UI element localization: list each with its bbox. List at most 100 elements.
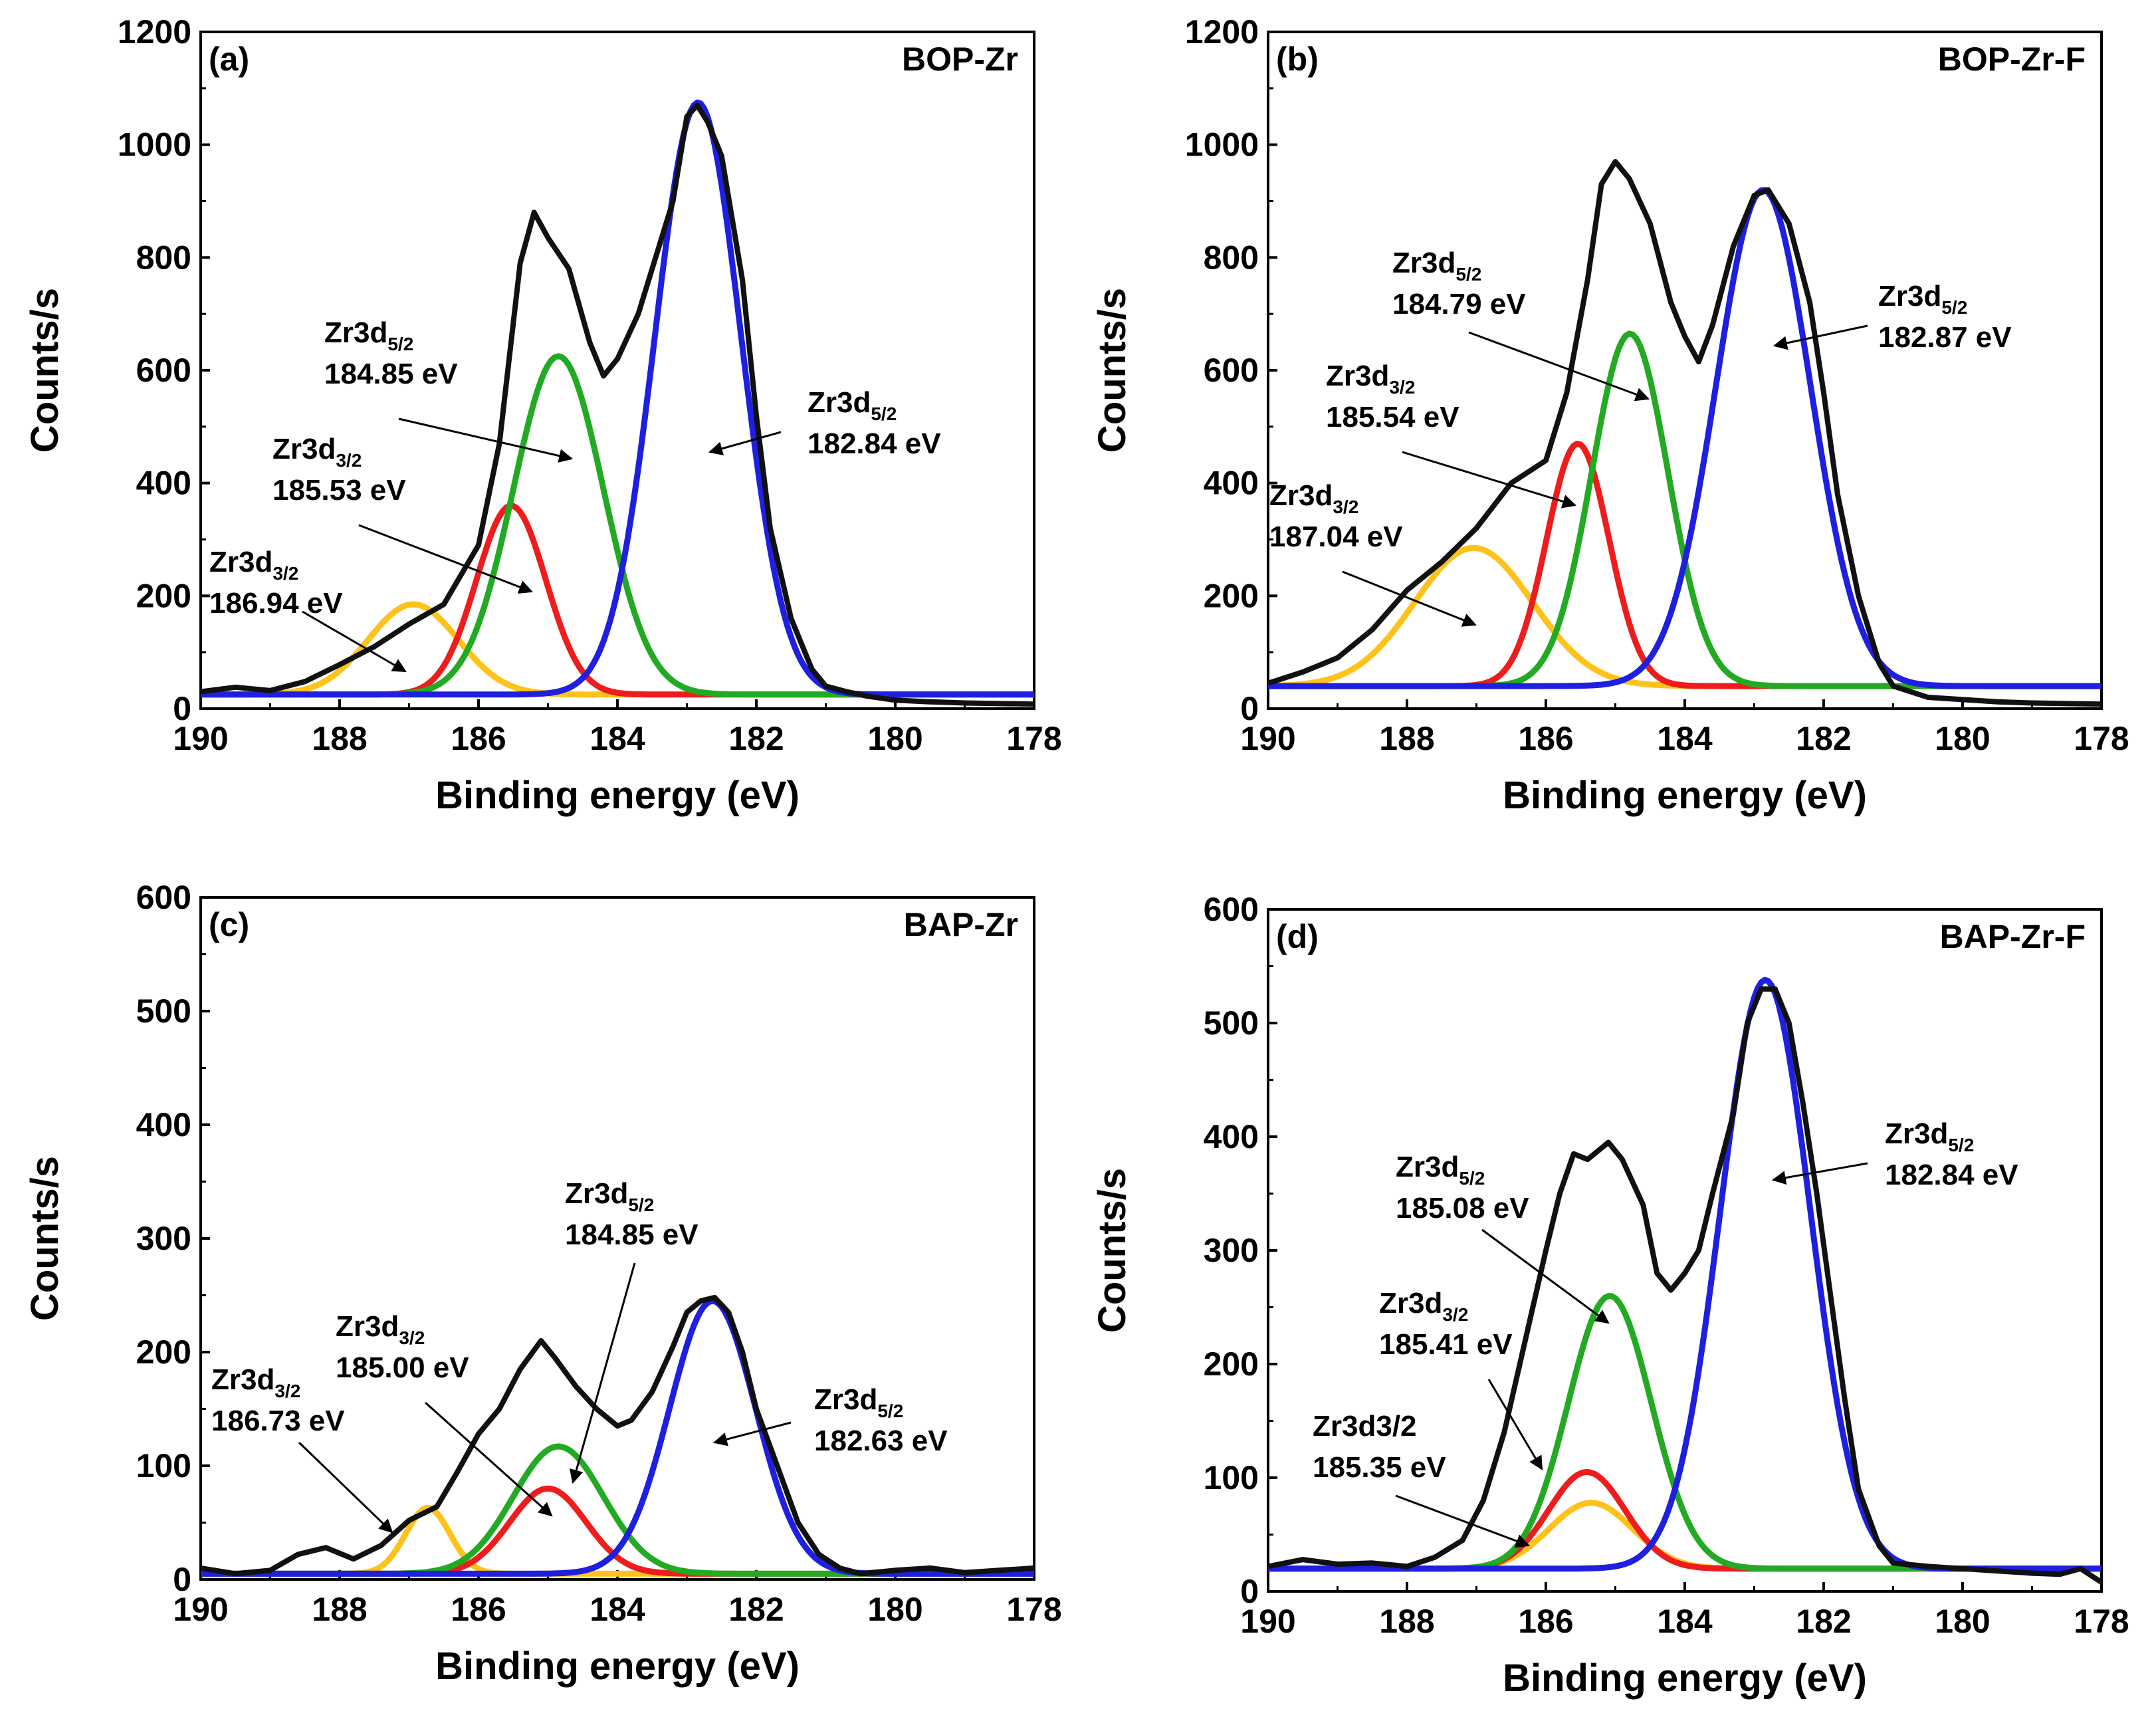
x-tick-label: 190 <box>1240 1603 1295 1640</box>
measured-spectrum-line <box>201 1294 1034 1577</box>
y-tick-label: 300 <box>136 1220 191 1257</box>
y-tick-label: 1000 <box>118 126 191 164</box>
annotation-arrow <box>358 524 533 594</box>
plot-frame <box>1267 908 2103 1593</box>
y-axis-title: Counts/s <box>23 1156 66 1321</box>
annotation-label: Zr3d5/2 <box>1885 1117 1974 1155</box>
x-tick-label: 190 <box>173 720 228 757</box>
y-axis-title: Counts/s <box>1091 1168 1134 1333</box>
x-tick-label: 184 <box>1657 1603 1713 1640</box>
y-tick-label: 500 <box>136 992 191 1030</box>
annotation-energy: 185.35 eV <box>1313 1451 1446 1484</box>
annotation-arrow <box>298 1441 393 1534</box>
x-tick-label: 184 <box>590 720 645 757</box>
x-tick-label: 186 <box>1518 1603 1573 1640</box>
x-tick-label: 188 <box>1379 1603 1434 1640</box>
annotation-arrow <box>1402 451 1577 509</box>
x-tick-label: 184 <box>590 1591 645 1628</box>
x-axis-title: Binding energy (eV) <box>435 774 800 817</box>
y-axis-title: Counts/s <box>23 288 66 453</box>
y-axis-title: Counts/s <box>1091 288 1134 453</box>
x-tick-label: 186 <box>1518 720 1573 757</box>
sample-label: BOP-Zr-F <box>1938 41 2086 78</box>
fit-component-curve <box>201 1298 1034 1577</box>
y-tick-label: 500 <box>1204 1004 1259 1042</box>
x-axis-title: Binding energy (eV) <box>1503 1657 1867 1700</box>
annotation-arrow <box>1771 1162 1868 1185</box>
y-tick-label: 0 <box>1240 690 1259 727</box>
annotation-arrow <box>1481 1228 1610 1324</box>
measured-spectrum-line <box>201 102 1034 707</box>
x-tick-label: 180 <box>867 1591 922 1628</box>
y-tick-label: 400 <box>136 465 191 502</box>
x-tick-label: 190 <box>173 1591 228 1628</box>
fit-component-curve <box>201 353 1034 698</box>
annotation-energy: 184.85 eV <box>565 1218 699 1251</box>
annotation-arrow <box>1342 570 1477 627</box>
x-tick-label: 182 <box>1796 1603 1851 1640</box>
x-tick-label: 190 <box>1240 720 1295 757</box>
annotation-label: Zr3d5/2 <box>808 386 897 424</box>
annotation-label: Zr3d5/2 <box>814 1383 903 1421</box>
annotation-label: Zr3d3/2 <box>209 546 298 584</box>
annotation-energy: 182.84 eV <box>808 427 941 460</box>
panel-d: 190 188 186 184 182 180 178 0 100 200 300 400 500 600… <box>1091 891 2129 1700</box>
annotation-label: Zr3d3/2 <box>336 1310 425 1348</box>
x-axis-title: Binding energy (eV) <box>435 1645 800 1688</box>
annotation-label: Zr3d5/2 <box>565 1177 654 1215</box>
y-tick-label: 800 <box>1204 239 1259 276</box>
y-tick-label: 400 <box>136 1106 191 1143</box>
measured-spectrum-line <box>1268 159 2102 707</box>
annotation-label: Zr3d3/2 <box>1379 1287 1468 1325</box>
panel-letter: (a) <box>209 41 249 78</box>
x-axis-title: Binding energy (eV) <box>1503 774 1867 817</box>
x-tick-label: 188 <box>1379 720 1434 757</box>
annotation-energy: 185.00 eV <box>336 1351 469 1384</box>
x-tick-label: 182 <box>728 1591 784 1628</box>
annotation-label: Zr3d3/2 <box>1269 479 1358 517</box>
panel-a: 190 188 186 184 182 180 178 0 200 400 600 800 1000 12… <box>23 13 1062 817</box>
y-tick-label: 100 <box>1204 1459 1259 1496</box>
y-tick-label: 600 <box>1204 352 1259 389</box>
x-tick-label: 180 <box>1935 1603 1990 1640</box>
x-tick-label: 178 <box>1006 1591 1061 1628</box>
annotation-arrow <box>712 1421 792 1446</box>
annotation-energy: 185.08 eV <box>1396 1192 1529 1224</box>
annotation-arrow <box>570 1262 636 1484</box>
annotation-energy: 182.87 eV <box>1878 321 2012 354</box>
sample-label: BOP-Zr <box>902 41 1018 78</box>
y-tick-label: 800 <box>136 239 191 276</box>
panel-letter: (c) <box>209 906 249 943</box>
y-tick-label: 0 <box>173 690 191 727</box>
annotation-arrow <box>1773 324 1868 350</box>
annotation-arrow <box>302 610 407 673</box>
panel-c: 190 188 186 184 182 180 178 0 100 200 300 400 500 600… <box>23 879 1062 1688</box>
panel-b: 190 188 186 184 182 180 178 0 200 400 600 800 1000 12… <box>1091 13 2129 817</box>
x-tick-label: 178 <box>1006 720 1061 757</box>
annotation-energy: 186.73 eV <box>211 1405 345 1437</box>
y-tick-label: 200 <box>1204 1345 1259 1383</box>
annotation-energy: 184.79 eV <box>1392 288 1526 320</box>
sample-label: BAP-Zr <box>904 906 1018 943</box>
y-tick-label: 0 <box>1240 1573 1259 1610</box>
annotation-label: Zr3d5/2 <box>1392 247 1481 285</box>
fit-component-curve <box>1268 187 2102 689</box>
sample-label: BAP-Zr-F <box>1940 918 2086 955</box>
annotation-energy: 185.54 eV <box>1326 401 1459 433</box>
y-tick-label: 1000 <box>1185 126 1259 164</box>
x-tick-label: 178 <box>2074 1603 2129 1640</box>
y-tick-label: 600 <box>136 352 191 389</box>
fit-component-curve <box>201 99 1034 698</box>
annotation-label: Zr3d5/2 <box>324 316 413 354</box>
x-tick-label: 186 <box>451 1591 506 1628</box>
x-tick-label: 178 <box>2074 720 2129 757</box>
y-tick-label: 200 <box>136 577 191 614</box>
x-tick-label: 186 <box>451 720 506 757</box>
y-tick-label: 600 <box>136 879 191 916</box>
annotation-arrow <box>1468 331 1650 402</box>
annotation-energy: 187.04 eV <box>1269 520 1403 553</box>
x-tick-label: 182 <box>1796 720 1851 757</box>
annotation-label: Zr3d3/2 <box>211 1363 300 1401</box>
x-tick-label: 180 <box>1935 720 1990 757</box>
